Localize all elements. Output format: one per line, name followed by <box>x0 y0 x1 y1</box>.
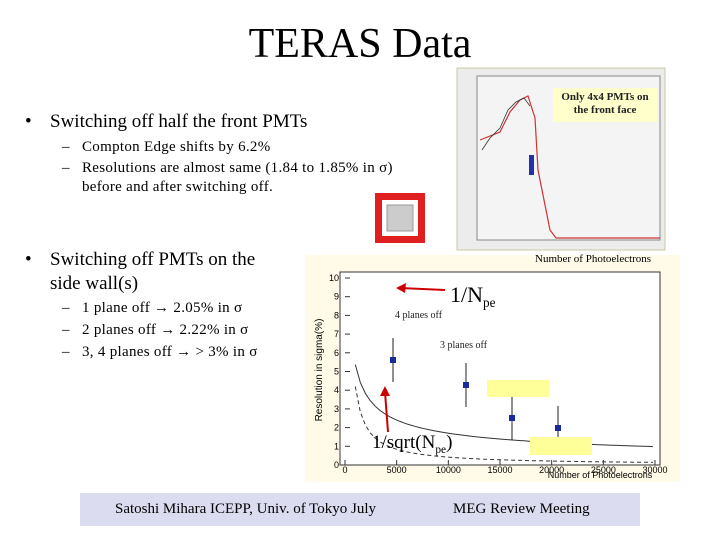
y-axis-label: Resolution in sigma(%) <box>314 319 325 422</box>
point <box>555 425 561 431</box>
x-tick-label: 30000 <box>642 465 667 475</box>
plane-label: 3 planes off <box>440 340 488 351</box>
sub-item: 2 planes off → 2.22% in σ <box>82 322 249 338</box>
point <box>509 415 515 421</box>
y-tick-label: 4 <box>334 385 339 395</box>
icon <box>386 204 414 232</box>
sub-item: 3, 4 planes off → > 3% in σ <box>82 344 258 360</box>
arrow-head <box>380 386 390 396</box>
top-plot-hist <box>481 97 531 151</box>
plot: 0 1 2 3 4 5 6 7 8 9 10 0 5000 10000 15000 20000 25000 300… <box>314 273 668 480</box>
footer: Satoshi Mihara ICEPP, Univ. of Tokyo Jul… <box>80 493 640 526</box>
bullet: Switching off half the front PMTs <box>50 111 308 132</box>
top-plot-curve <box>479 95 660 239</box>
x-tick-label: 0 <box>342 465 347 475</box>
x-tick-label: 10000 <box>436 465 461 475</box>
callout-box <box>553 88 657 122</box>
label-box <box>487 380 549 397</box>
bullet: Switching off PMTs on the side wall(s) <box>50 249 256 294</box>
y-tick-label: 10 <box>329 273 339 283</box>
dash: – <box>62 300 70 316</box>
dash: – <box>62 322 70 338</box>
x-tick-label: 25000 <box>591 465 616 475</box>
arrow-head <box>396 283 406 293</box>
curve-1-over-sqrt-n <box>354 364 653 448</box>
plane-label: 4 planes off <box>395 310 443 321</box>
point <box>463 382 469 388</box>
dash: – <box>62 160 70 176</box>
x-tick-label: 5000 <box>387 465 407 475</box>
curve-label: 1/sqrt(Npe) <box>372 432 452 456</box>
x-axis-label: Number of Photoelectrons <box>548 470 653 480</box>
y-tick-label: 9 <box>334 292 339 302</box>
y-tick-label: 5 <box>334 367 339 377</box>
footer-right: MEG Review Meeting <box>453 501 590 517</box>
y-tick-label: 8 <box>334 310 339 320</box>
y-tick-label: 3 <box>334 404 339 414</box>
dash: – <box>62 139 70 155</box>
callout: Only 4x4 PMTs on the front face <box>561 91 649 116</box>
top-plot-xlabel: Number of Photoelectrons <box>535 253 652 265</box>
bullet-dot: • <box>25 111 32 132</box>
slide-title: TERAS Data <box>248 21 472 67</box>
y-tick-label: 2 <box>334 423 339 433</box>
y-tick-label: 1 <box>334 441 339 451</box>
sub-item: Compton Edge shifts by 6.2% <box>82 139 271 155</box>
arrow <box>384 391 389 433</box>
y-tick-label: 0 <box>334 460 339 470</box>
y-tick-label: 7 <box>334 329 339 339</box>
curve-label: 1/Npe <box>450 282 496 310</box>
label-box <box>530 437 592 455</box>
sub-item: 1 plane off → 2.05% in σ <box>82 300 243 316</box>
point <box>390 357 396 363</box>
x-tick-label: 15000 <box>487 465 512 475</box>
x-tick-label: 20000 <box>539 465 564 475</box>
arrow <box>399 287 446 291</box>
bullet-dot: • <box>25 249 32 270</box>
footer-left: Satoshi Mihara ICEPP, Univ. of Tokyo Jul… <box>115 501 377 517</box>
top-plot-marker <box>529 155 534 175</box>
y-tick-label: 6 <box>334 348 339 358</box>
curve-1-over-n <box>354 386 653 463</box>
dash: – <box>62 344 70 360</box>
sub-item: Resolutions are almost same (1.84 to 1.8… <box>82 160 393 195</box>
